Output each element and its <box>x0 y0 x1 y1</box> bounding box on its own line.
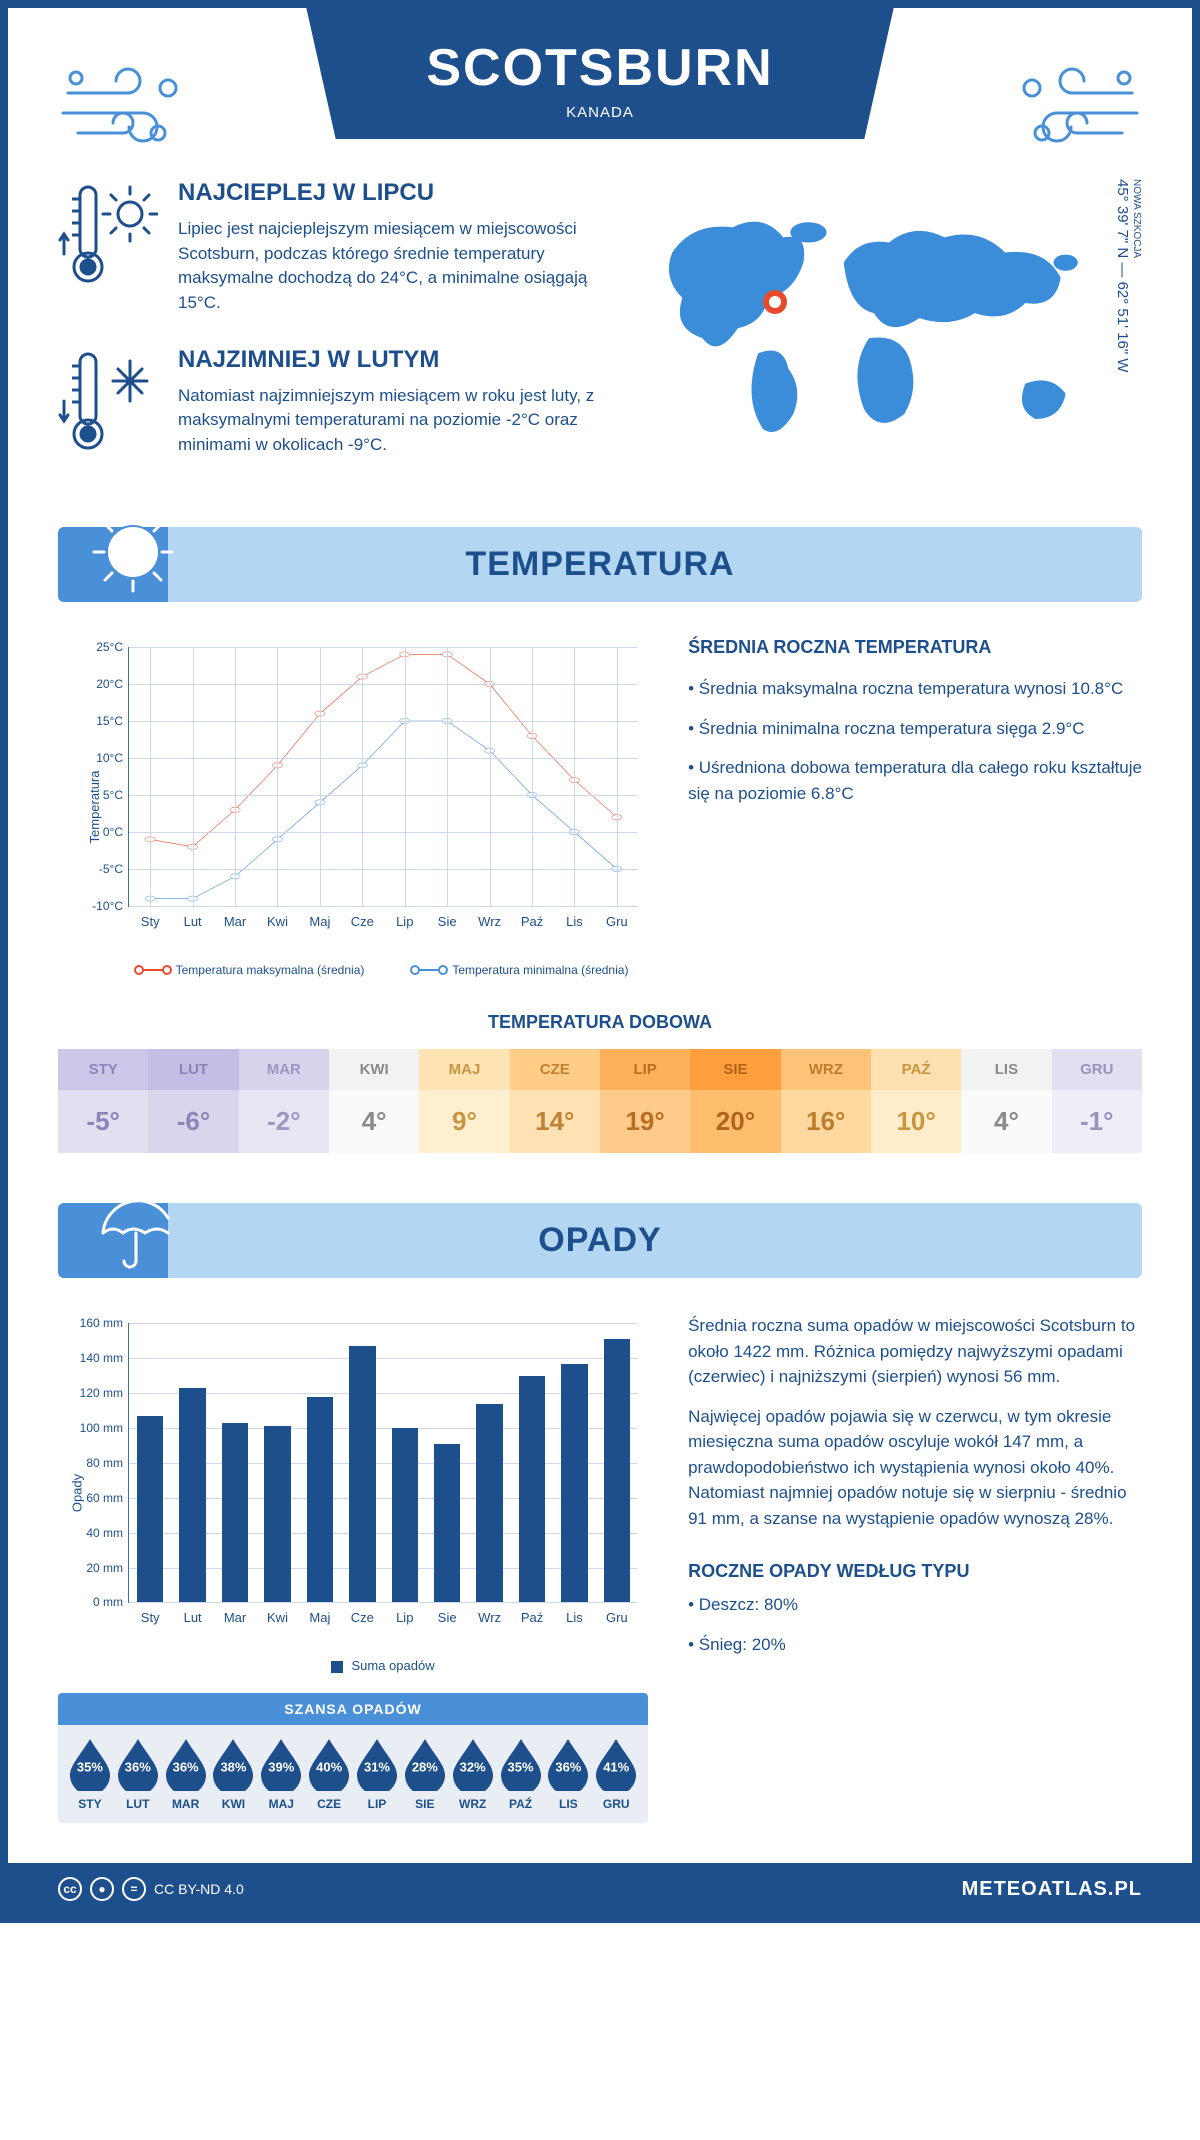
daily-cell: LIS4° <box>961 1049 1051 1153</box>
bar <box>307 1397 333 1603</box>
coldest-title: NAJZIMNIEJ W LUTYM <box>178 346 602 374</box>
header: SCOTSBURN KANADA <box>58 38 1142 139</box>
umbrella-icon <box>88 1183 178 1273</box>
country-name: KANADA <box>426 104 773 121</box>
legend-item: Temperatura maksymalna (średnia) <box>138 963 365 977</box>
daily-cell: WRZ16° <box>781 1049 871 1153</box>
bar <box>519 1376 545 1603</box>
annual-bullet: Średnia maksymalna roczna temperatura wy… <box>688 676 1142 702</box>
chance-cell: 38%KWI <box>210 1737 258 1811</box>
bar <box>264 1426 290 1602</box>
thermometer-cold-icon <box>58 346 158 456</box>
daily-cell: STY-5° <box>58 1049 148 1153</box>
map: NOWA SZKOCJA 45° 39' 7" N — 62° 51' 16" … <box>642 179 1142 487</box>
daily-cell: MAJ9° <box>419 1049 509 1153</box>
cc-nd-icon: = <box>122 1877 146 1901</box>
daily-cell: CZE14° <box>510 1049 600 1153</box>
precip-chance-box: SZANSA OPADÓW 35%STY36%LUT36%MAR38%KWI39… <box>58 1693 648 1823</box>
precipitation-section-banner: OPADY <box>58 1203 1142 1278</box>
coords-value: 45° 39' 7" N — 62° 51' 16" W <box>1114 179 1131 372</box>
daily-cell: MAR-2° <box>239 1049 329 1153</box>
annual-temp-title: ŚREDNIA ROCZNA TEMPERATURA <box>688 637 1142 658</box>
cc-icon: cc <box>58 1877 82 1901</box>
coldest-text: Natomiast najzimniejszym miesiącem w rok… <box>178 384 602 458</box>
sun-icon <box>88 507 178 597</box>
precip-text-2: Najwięcej opadów pojawia się w czerwcu, … <box>688 1404 1142 1532</box>
chance-title: SZANSA OPADÓW <box>58 1693 648 1725</box>
bc-ylabel: Opady <box>70 1474 85 1512</box>
coordinates: NOWA SZKOCJA 45° 39' 7" N — 62° 51' 16" … <box>1106 179 1142 487</box>
map-marker <box>763 290 787 314</box>
coldest-block: NAJZIMNIEJ W LUTYM Natomiast najzimniejs… <box>58 346 602 458</box>
license-text: CC BY-ND 4.0 <box>154 1881 244 1897</box>
daily-temp-table: STY-5°LUT-6°MAR-2°KWI4°MAJ9°CZE14°LIP19°… <box>58 1049 1142 1153</box>
chance-cell: 39%MAJ <box>257 1737 305 1811</box>
precipitation-bar-chart: Opady 0 mm20 mm40 mm60 mm80 mm100 mm120 … <box>58 1313 648 1673</box>
bar <box>604 1339 630 1602</box>
chance-cell: 36%MAR <box>162 1737 210 1811</box>
warmest-title: NAJCIEPLEJ W LIPCU <box>178 179 602 207</box>
daily-cell: KWI4° <box>329 1049 419 1153</box>
annual-temp-bullets: Średnia maksymalna roczna temperatura wy… <box>688 676 1142 806</box>
bar <box>179 1388 205 1602</box>
bar <box>476 1404 502 1603</box>
bar <box>349 1346 375 1602</box>
chance-cell: 36%LIS <box>544 1737 592 1811</box>
annual-bullet: Średnia minimalna roczna temperatura się… <box>688 716 1142 742</box>
temperature-line-chart: Temperatura -10°C-5°C0°C5°C10°C15°C20°C2… <box>58 637 648 977</box>
precip-chart-row: Opady 0 mm20 mm40 mm60 mm80 mm100 mm120 … <box>58 1313 1142 1823</box>
temperature-chart-row: Temperatura -10°C-5°C0°C5°C10°C15°C20°C2… <box>58 637 1142 977</box>
daily-cell: LUT-6° <box>148 1049 238 1153</box>
temperature-section-banner: TEMPERATURA <box>58 527 1142 602</box>
bc-legend: Suma opadów <box>128 1658 638 1673</box>
daily-cell: PAŹ10° <box>871 1049 961 1153</box>
chance-cell: 40%CZE <box>305 1737 353 1811</box>
bar <box>392 1428 418 1602</box>
daily-temp-title: TEMPERATURA DOBOWA <box>58 1012 1142 1033</box>
lc-ylabel: Temperatura <box>87 771 102 844</box>
bar <box>434 1444 460 1603</box>
temperature-title: TEMPERATURA <box>58 545 1142 584</box>
world-map-icon <box>642 179 1106 487</box>
chance-cell: 35%STY <box>66 1737 114 1811</box>
annual-bullet: Uśredniona dobowa temperatura dla całego… <box>688 755 1142 806</box>
footer: cc ● = CC BY-ND 4.0 METEOATLAS.PL <box>8 1863 1192 1915</box>
chance-cell: 41%GRU <box>592 1737 640 1811</box>
lc-legend: Temperatura maksymalna (średnia) Temperat… <box>128 963 638 977</box>
chance-cell: 36%LUT <box>114 1737 162 1811</box>
daily-cell: GRU-1° <box>1052 1049 1142 1153</box>
daily-cell: SIE20° <box>690 1049 780 1153</box>
region-label: NOWA SZKOCJA <box>1131 179 1142 481</box>
wind-icon <box>58 58 198 158</box>
wind-icon <box>1002 58 1142 158</box>
by-type-item: Śnieg: 20% <box>688 1632 1142 1658</box>
thermometer-hot-icon <box>58 179 158 289</box>
chance-cell: 31%LIP <box>353 1737 401 1811</box>
by-type-list: Deszcz: 80% Śnieg: 20% <box>688 1592 1142 1657</box>
bar <box>137 1416 163 1603</box>
chance-cell: 32%WRZ <box>449 1737 497 1811</box>
warmest-text: Lipiec jest najcieplejszym miesiącem w m… <box>178 217 602 316</box>
chance-cell: 35%PAŹ <box>497 1737 545 1811</box>
precipitation-title: OPADY <box>58 1221 1142 1260</box>
precip-text-1: Średnia roczna suma opadów w miejscowośc… <box>688 1313 1142 1390</box>
title-banner: SCOTSBURN KANADA <box>306 8 893 139</box>
by-type-title: ROCZNE OPADY WEDŁUG TYPU <box>688 1561 1142 1582</box>
city-name: SCOTSBURN <box>426 38 773 98</box>
legend-item: Temperatura minimalna (średnia) <box>414 963 628 977</box>
bar <box>222 1423 248 1603</box>
warmest-block: NAJCIEPLEJ W LIPCU Lipiec jest najcieple… <box>58 179 602 316</box>
chance-cell: 28%SIE <box>401 1737 449 1811</box>
daily-cell: LIP19° <box>600 1049 690 1153</box>
by-type-item: Deszcz: 80% <box>688 1592 1142 1618</box>
intro-row: NAJCIEPLEJ W LIPCU Lipiec jest najcieple… <box>58 179 1142 487</box>
bar <box>561 1364 587 1603</box>
cc-by-icon: ● <box>90 1877 114 1901</box>
site-name: METEOATLAS.PL <box>962 1878 1142 1901</box>
